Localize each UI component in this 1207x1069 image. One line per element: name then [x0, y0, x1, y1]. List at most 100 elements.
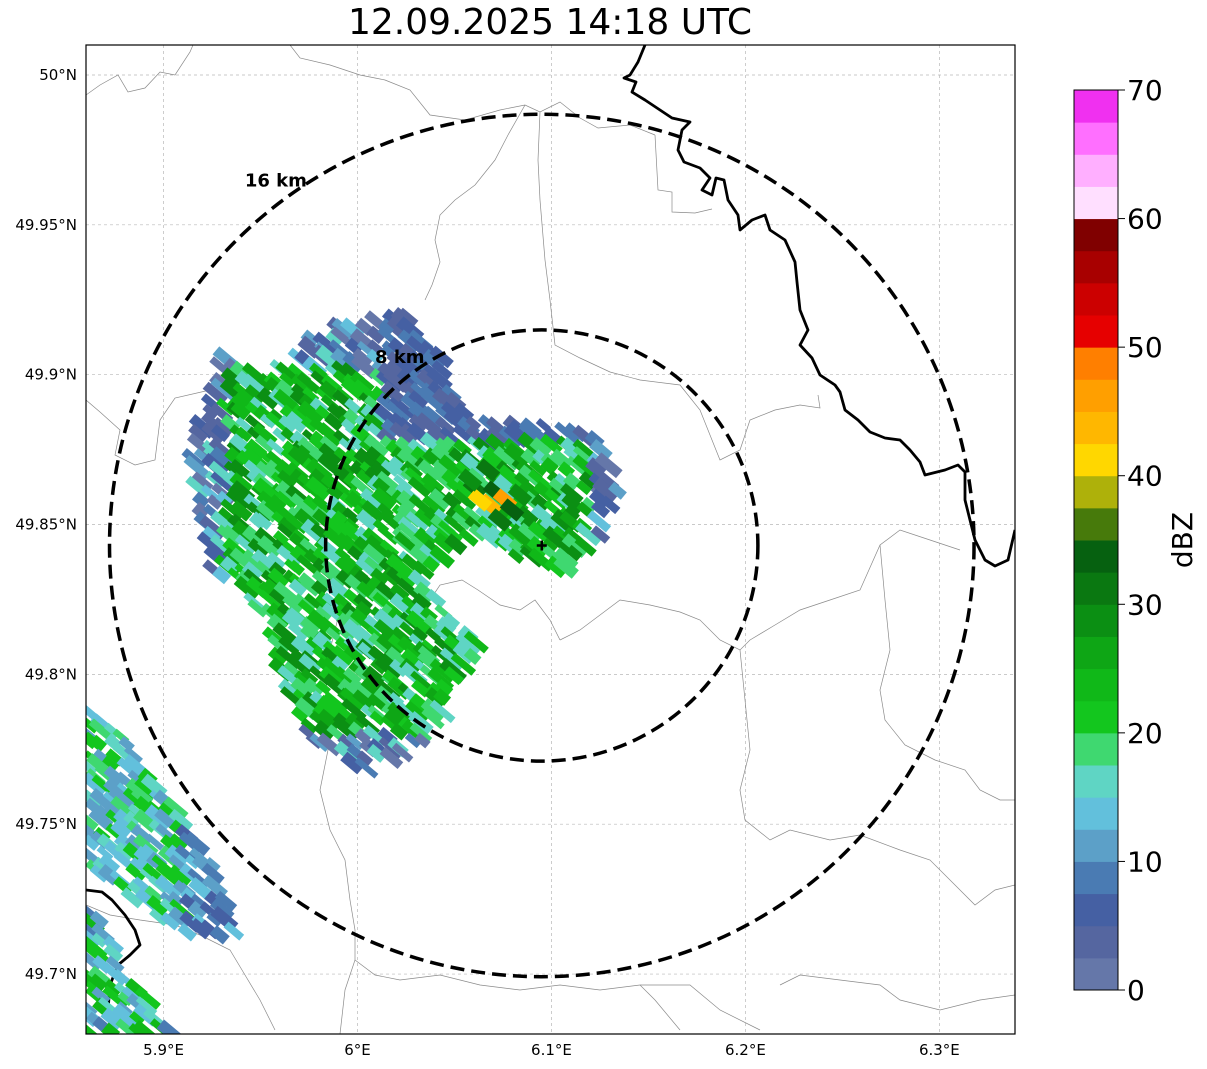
echo-cell — [212, 565, 232, 585]
echo-cell — [299, 578, 320, 597]
echo-cell — [374, 655, 403, 681]
echo-cell — [560, 482, 584, 505]
colorbar-bin — [1074, 829, 1118, 862]
colorbar: 0 10 20 30 40 50 60 70 dBZ — [1073, 74, 1199, 1007]
echo-cell — [229, 472, 254, 495]
echo-cell — [485, 416, 505, 434]
echo-cell — [425, 627, 442, 643]
echo-cell — [364, 534, 391, 560]
echo-cell — [88, 718, 113, 740]
echo-cell — [326, 482, 346, 501]
echo-cell — [434, 416, 457, 437]
echo-cell — [340, 520, 364, 543]
echo-cell — [366, 325, 386, 345]
echo-cell — [459, 452, 489, 479]
echo-cell — [191, 491, 210, 509]
colorbar-bin — [1074, 347, 1118, 380]
colorbar-tick-label: 30 — [1127, 588, 1163, 621]
echo-cell — [331, 644, 355, 666]
echo-cell — [594, 452, 623, 479]
echo-cell — [214, 890, 238, 912]
radar-site-marker — [536, 540, 547, 551]
echo-cell — [199, 515, 227, 541]
echo-cell — [275, 490, 297, 510]
echo-cell — [344, 490, 367, 512]
map-title: 12.09.2025 14:18 UTC — [347, 2, 753, 43]
echo-cell — [331, 655, 349, 672]
echo-cell — [224, 446, 248, 469]
echo-cell — [353, 379, 380, 403]
echo-cell — [366, 743, 387, 763]
echo-cell — [115, 1018, 141, 1034]
map-frame — [85, 44, 1016, 1035]
echo-cell — [320, 616, 342, 637]
echo-cell — [431, 360, 453, 380]
echo-cell — [553, 554, 579, 579]
echo-cell — [256, 388, 279, 410]
echo-cell — [164, 844, 190, 868]
echo-cell — [544, 555, 569, 579]
echo-cell — [389, 722, 409, 741]
echo-cell — [414, 732, 431, 749]
lon-tick-label: 6.2°E — [725, 1041, 766, 1059]
echo-cell — [371, 486, 397, 511]
echo-cell — [267, 646, 289, 667]
echo-cell — [241, 561, 263, 582]
lon-tick-label: 6°E — [344, 1041, 371, 1059]
echo-cell — [397, 635, 425, 662]
echo-cell — [349, 677, 376, 703]
echo-cell — [339, 687, 366, 711]
lat-tick-label: 49.95°N — [15, 216, 77, 234]
echo-cell — [444, 533, 468, 556]
national-border — [622, 45, 1015, 568]
echo-cell — [369, 567, 390, 587]
echo-cell — [528, 469, 554, 493]
echo-cell — [309, 362, 328, 381]
admin-border — [537, 111, 821, 461]
echo-cell — [381, 340, 398, 356]
echo-cell — [89, 910, 109, 929]
echo-cell — [425, 588, 447, 609]
echo-cell — [407, 476, 432, 498]
echo-cell — [108, 785, 137, 812]
colorbar-tick-label: 40 — [1127, 460, 1163, 493]
echo-cell — [508, 419, 528, 437]
echo-cell — [300, 717, 318, 734]
colorbar-bin — [1074, 154, 1118, 187]
echo-cell — [434, 636, 458, 659]
echo-cell — [405, 511, 429, 532]
colorbar-bin — [1074, 797, 1118, 830]
echo-cell — [86, 772, 108, 797]
echo-cell — [242, 373, 268, 396]
echo-cell — [98, 853, 121, 874]
colorbar-bin — [1074, 122, 1118, 155]
echo-cell — [316, 422, 344, 447]
echo-cell — [132, 1019, 159, 1034]
echo-cell — [554, 421, 580, 445]
echo-cell — [309, 733, 330, 752]
echo-cell — [145, 833, 165, 851]
echo-cell — [393, 474, 413, 493]
colorbar-bin — [1074, 507, 1118, 541]
echo-cell — [435, 616, 457, 636]
echo-cell — [135, 986, 161, 1010]
echo-cell — [319, 435, 341, 456]
echo-cell — [318, 442, 343, 466]
admin-border — [354, 959, 761, 1031]
echo-cell — [518, 479, 541, 501]
echo-cell — [455, 633, 480, 656]
colorbar-bin — [1074, 957, 1118, 991]
echo-cell — [362, 665, 386, 689]
echo-cell — [97, 863, 121, 886]
echo-cell — [396, 307, 419, 329]
echo-cell — [272, 530, 290, 546]
echo-cell — [411, 679, 431, 698]
echo-cell — [279, 372, 296, 388]
colorbar-bin — [1074, 668, 1118, 702]
echo-cell — [223, 921, 245, 941]
echo-cell — [156, 1019, 181, 1034]
echo-cell — [321, 602, 342, 621]
lon-tick-label: 5.9°E — [143, 1041, 184, 1059]
echo-cell — [185, 475, 211, 499]
echo-cell — [86, 986, 103, 1003]
